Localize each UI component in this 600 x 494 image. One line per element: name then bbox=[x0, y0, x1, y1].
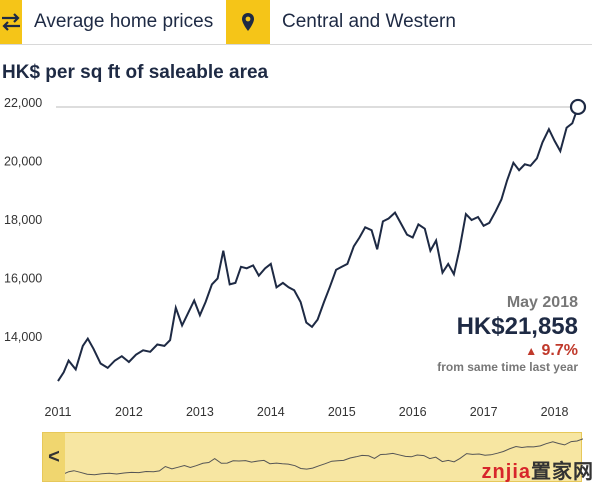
swap-arrows-icon bbox=[0, 0, 22, 44]
callout-change-note: from same time last year bbox=[437, 360, 578, 374]
y-tick-label: 16,000 bbox=[4, 272, 42, 286]
price-line-chart: 22,000 20,000 18,000 16,000 14,000 2011 2012 2… bbox=[4, 96, 587, 419]
price-series-line bbox=[57, 106, 579, 382]
watermark-suffix: 置家网 bbox=[531, 461, 594, 483]
x-tick-label: 2012 bbox=[115, 405, 143, 419]
callout-date: May 2018 bbox=[506, 294, 578, 311]
x-tick-label: 2015 bbox=[328, 405, 356, 419]
chart-title: HK$ per sq ft of saleable area bbox=[2, 62, 269, 83]
navigator-left-handle[interactable]: < bbox=[43, 433, 65, 481]
navigator-mini-chart bbox=[43, 438, 583, 478]
district-label: Central and Western bbox=[282, 11, 456, 32]
navigator-series-line bbox=[43, 438, 583, 478]
district-selector[interactable]: Central and Western bbox=[226, 0, 592, 45]
watermark-brand: znjia bbox=[481, 461, 531, 483]
y-tick-label: 14,000 bbox=[4, 330, 42, 344]
x-tick-label: 2017 bbox=[470, 405, 498, 419]
chevron-left-icon: < bbox=[48, 445, 60, 468]
range-navigator[interactable]: < bbox=[42, 432, 583, 482]
y-tick-label: 20,000 bbox=[4, 154, 42, 168]
latest-value-callout: May 2018 HK$21,858 ▲ 9.7% from same time… bbox=[435, 294, 580, 374]
y-tick-label: 22,000 bbox=[4, 96, 42, 110]
x-tick-label: 2016 bbox=[399, 405, 427, 419]
x-tick-label: 2011 bbox=[45, 405, 72, 419]
x-tick-label: 2018 bbox=[541, 405, 569, 419]
x-tick-label: 2013 bbox=[186, 405, 214, 419]
callout-value: HK$21,858 bbox=[456, 313, 578, 340]
callout-change-value: 9.7% bbox=[541, 342, 578, 359]
triangle-up-icon: ▲ bbox=[525, 344, 538, 358]
latest-point-marker[interactable] bbox=[569, 98, 587, 116]
metric-label: Average home prices bbox=[34, 11, 214, 32]
top-bar: Average home prices Central and Western bbox=[0, 0, 600, 45]
metric-selector[interactable]: Average home prices bbox=[0, 0, 226, 45]
x-tick-label: 2014 bbox=[257, 405, 285, 419]
callout-change: ▲ 9.7% bbox=[437, 342, 578, 360]
y-tick-label: 18,000 bbox=[4, 213, 42, 227]
watermark-logo: znjia置家网 bbox=[482, 455, 594, 484]
map-pin-icon bbox=[226, 0, 270, 44]
